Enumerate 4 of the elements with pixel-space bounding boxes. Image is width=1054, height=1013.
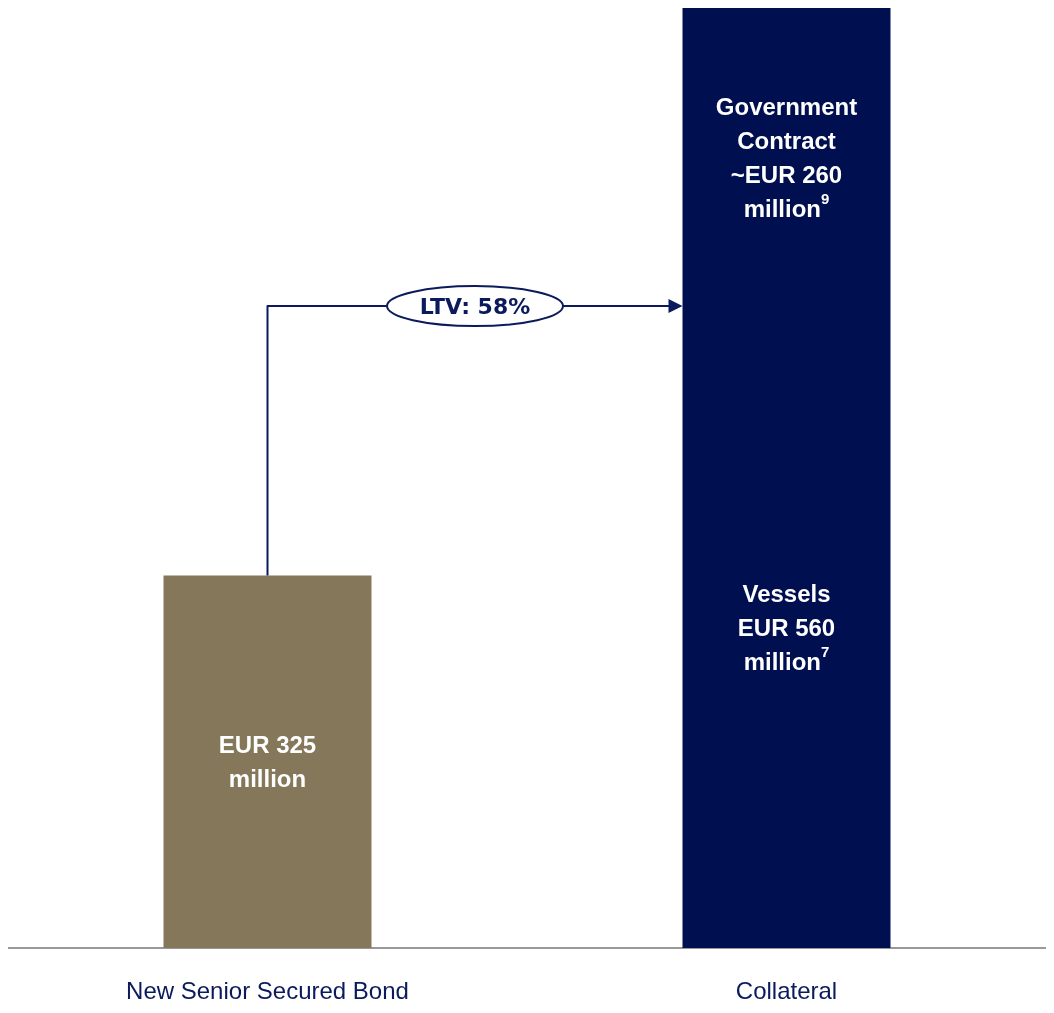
x-tick-label: Collateral	[735, 976, 838, 1004]
annotation: LTV: 58%	[419, 294, 531, 320]
data-label: EUR 325 million	[218, 731, 317, 793]
x-tick-label: New Senior Secured Bond	[126, 976, 409, 1004]
